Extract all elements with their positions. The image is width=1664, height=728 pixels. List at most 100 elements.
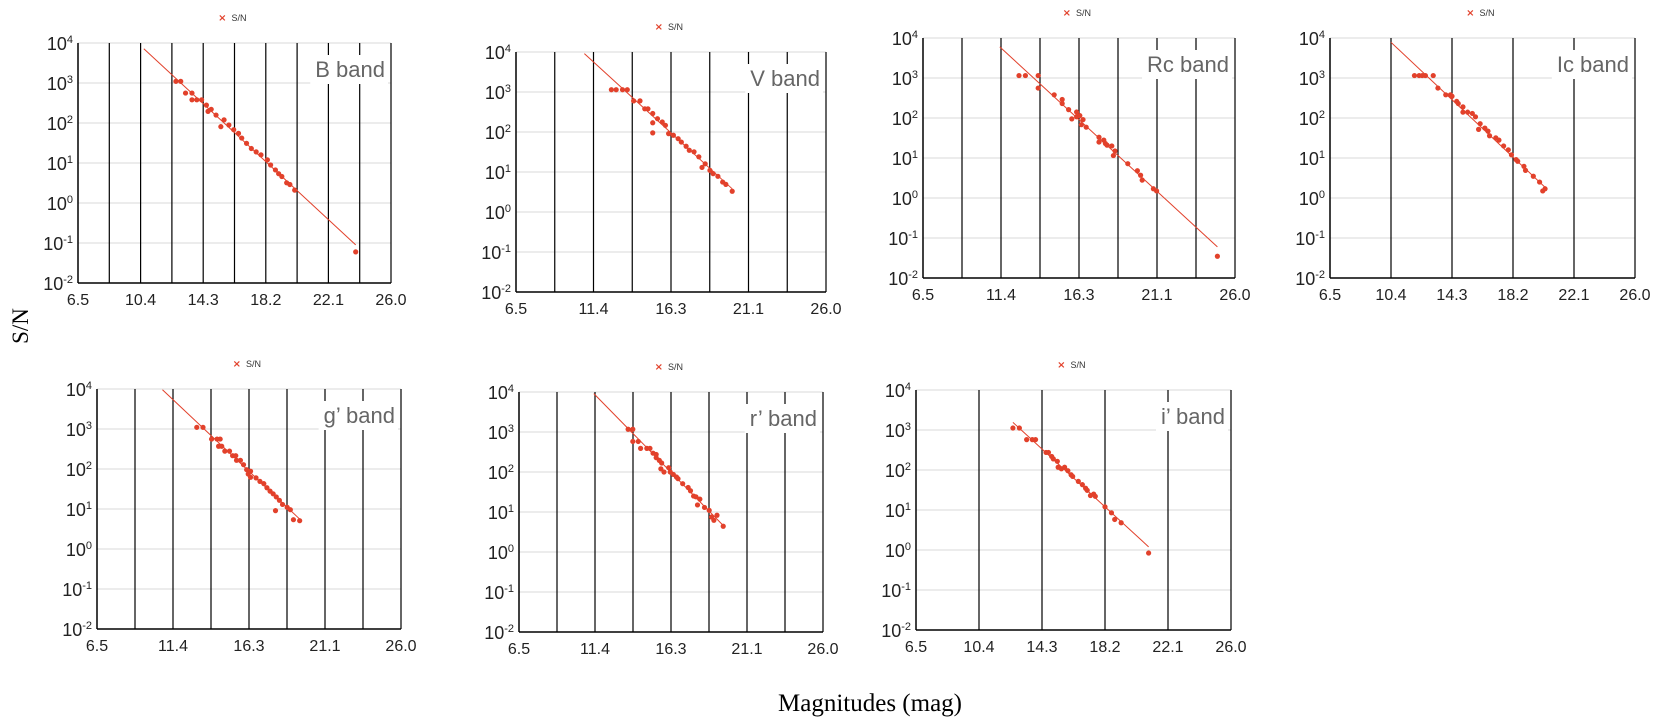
data-point <box>353 249 359 255</box>
data-point <box>654 116 661 122</box>
y-tick-base: 10 <box>885 421 905 441</box>
legend-marker-icon: × <box>1063 8 1071 19</box>
y-tick-base: 10 <box>488 543 508 563</box>
data-point <box>1104 142 1110 148</box>
y-tick-label: 101 <box>488 503 514 523</box>
y-tick-base: 10 <box>62 580 82 600</box>
band-title: Ic band <box>1557 52 1629 77</box>
x-tick-label: 6.5 <box>912 287 934 304</box>
y-tick-exponent: 4 <box>912 29 918 41</box>
y-tick-label: 100 <box>488 543 514 563</box>
data-point <box>1536 179 1543 185</box>
data-point <box>658 466 664 472</box>
data-point <box>1066 107 1072 113</box>
data-point <box>707 167 713 173</box>
data-point <box>297 518 303 524</box>
data-point <box>1109 143 1115 149</box>
y-tick-label: 103 <box>66 420 92 440</box>
y-tick-exponent: 2 <box>905 461 911 473</box>
y-tick-base: 10 <box>885 501 905 521</box>
data-point <box>272 167 279 173</box>
y-tick-label: 10-2 <box>43 274 73 294</box>
y-tick-label: 10-2 <box>1295 269 1325 289</box>
y-tick-label: 101 <box>66 500 92 520</box>
data-point <box>1460 104 1466 110</box>
data-point <box>1460 109 1466 115</box>
y-tick-label: 10-2 <box>888 269 918 289</box>
band-title: B band <box>315 57 385 82</box>
legend-label: S/N <box>1076 8 1091 18</box>
data-point <box>208 106 214 112</box>
y-tick-base: 10 <box>485 123 505 143</box>
y-tick-exponent: -1 <box>63 234 73 246</box>
data-point <box>1138 172 1144 178</box>
data-point <box>198 97 205 103</box>
y-tick-exponent: 3 <box>912 69 918 81</box>
data-point <box>178 78 184 84</box>
data-point <box>272 508 279 514</box>
data-point <box>659 460 665 466</box>
x-tick-label: 6.5 <box>905 639 927 656</box>
data-point <box>226 448 233 454</box>
y-tick-base: 10 <box>485 43 505 63</box>
y-tick-base: 10 <box>47 114 67 134</box>
x-tick-label: 11.4 <box>580 641 610 658</box>
data-point <box>1485 128 1491 134</box>
legend: × S/N <box>1466 8 1494 19</box>
data-point <box>1083 124 1089 130</box>
y-tick-label: 101 <box>1299 149 1325 169</box>
y-tick-base: 10 <box>488 383 508 403</box>
y-tick-base: 10 <box>43 274 63 294</box>
y-tick-exponent: 4 <box>505 43 511 55</box>
y-tick-exponent: 4 <box>905 381 911 393</box>
y-tick-exponent: 0 <box>905 541 911 553</box>
data-point <box>1515 158 1521 164</box>
x-tick-label: 26.0 <box>375 292 406 309</box>
data-point <box>194 97 200 103</box>
data-point <box>1092 493 1098 499</box>
data-point <box>701 504 708 511</box>
y-tick-label: 101 <box>47 154 73 174</box>
data-point <box>1022 72 1028 79</box>
data-point <box>261 481 267 487</box>
y-tick-exponent: 3 <box>67 74 73 86</box>
x-tick-label: 11.4 <box>158 638 188 655</box>
y-tick-exponent: 4 <box>67 34 73 46</box>
data-point <box>221 117 227 123</box>
data-point <box>1522 167 1529 173</box>
y-tick-base: 10 <box>488 423 508 443</box>
data-point <box>237 457 244 463</box>
y-tick-label: 102 <box>885 461 911 481</box>
data-point <box>1112 516 1118 523</box>
data-point <box>264 157 271 163</box>
y-tick-base: 10 <box>66 420 86 440</box>
y-tick-base: 10 <box>484 583 504 603</box>
data-point <box>1102 504 1108 510</box>
y-tick-label: 103 <box>885 421 911 441</box>
y-tick-exponent: 2 <box>508 463 514 475</box>
data-point <box>687 488 694 494</box>
legend: × S/N <box>1063 8 1091 19</box>
band-title: g’ band <box>324 403 395 428</box>
y-tick-label: 100 <box>47 194 73 214</box>
data-point <box>273 494 279 500</box>
data-point <box>1443 92 1449 98</box>
data-point <box>1505 147 1511 153</box>
data-point <box>613 87 619 93</box>
x-tick-label: 26.0 <box>810 301 841 318</box>
data-point <box>1077 112 1083 119</box>
y-tick-label: 102 <box>47 114 73 134</box>
x-tick-label: 18.2 <box>1497 287 1528 304</box>
data-point <box>1075 478 1081 484</box>
data-point <box>678 139 684 145</box>
data-point <box>292 187 298 193</box>
data-point <box>1035 85 1041 91</box>
y-tick-exponent: 2 <box>67 114 73 126</box>
data-point <box>173 78 179 84</box>
y-tick-exponent: -1 <box>908 229 918 241</box>
data-point <box>696 154 702 160</box>
band-title-background <box>1142 50 1232 79</box>
y-tick-label: 104 <box>47 34 73 54</box>
data-point <box>631 98 637 104</box>
